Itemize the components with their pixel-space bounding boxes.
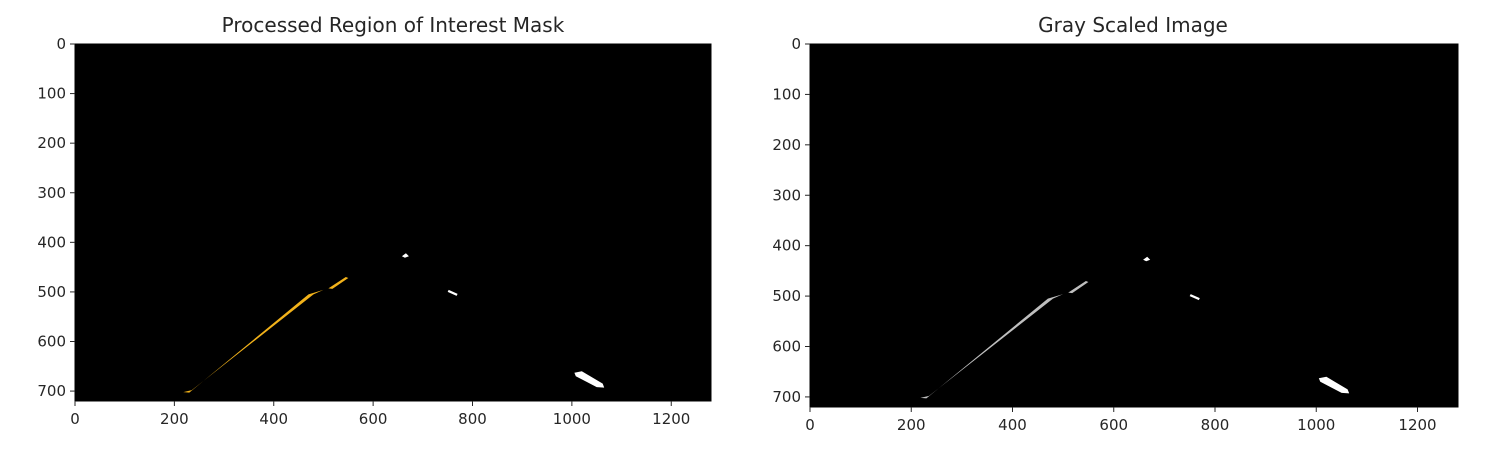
right-lane-dash: [447, 289, 458, 296]
x-tick-label: 1200: [1398, 416, 1436, 434]
image-area: [74, 43, 712, 402]
y-tick-label: 200: [37, 134, 66, 152]
right-lane-top-dash: [1143, 256, 1151, 262]
y-tick-label: 700: [772, 388, 801, 406]
x-axis: 0 200 400 600 800 1000 1200: [70, 401, 690, 428]
lane-marks: [920, 256, 1350, 399]
y-tick-label: 500: [772, 287, 801, 305]
x-tick-label: 1000: [1297, 416, 1335, 434]
left-chart: Processed Region of Interest Mask 0 200 40…: [37, 13, 712, 428]
x-tick-label: 600: [1099, 416, 1128, 434]
y-tick-label: 700: [37, 382, 66, 400]
x-tick-label: 400: [259, 410, 288, 428]
chart-title: Processed Region of Interest Mask: [222, 13, 565, 37]
x-tick-label: 200: [897, 416, 926, 434]
left-lane-line: [183, 289, 324, 393]
x-tick-label: 800: [458, 410, 487, 428]
y-tick-label: 400: [37, 233, 66, 251]
x-tick-label: 1200: [652, 410, 690, 428]
y-tick-label: 300: [37, 184, 66, 202]
right-lane-bottom-dash: [574, 371, 605, 388]
y-tick-label: 0: [56, 35, 66, 53]
left-lane-fragment: [1068, 281, 1089, 294]
image-area: [809, 43, 1459, 408]
chart-title: Gray Scaled Image: [1038, 13, 1228, 37]
x-tick-label: 600: [359, 410, 388, 428]
y-axis: 0 100 200 300 400 500 600 700: [772, 35, 810, 406]
left-lane-fragment: [328, 277, 349, 289]
y-tick-label: 600: [772, 338, 801, 356]
y-tick-label: 500: [37, 283, 66, 301]
y-axis: 0 100 200 300 400 500 600 700: [37, 35, 75, 400]
y-tick-label: 100: [37, 85, 66, 103]
left-lane-line: [920, 294, 1064, 399]
right-lane-top-dash: [401, 253, 409, 258]
y-tick-label: 400: [772, 237, 801, 255]
x-tick-label: 800: [1201, 416, 1230, 434]
right-lane-dash: [1189, 294, 1200, 301]
y-tick-label: 300: [772, 186, 801, 204]
y-tick-label: 0: [791, 35, 801, 53]
y-tick-label: 600: [37, 333, 66, 351]
y-tick-label: 100: [772, 85, 801, 103]
x-tick-label: 200: [160, 410, 189, 428]
y-tick-label: 200: [772, 136, 801, 154]
x-tick-label: 400: [998, 416, 1027, 434]
x-tick-label: 1000: [553, 410, 591, 428]
right-chart: Gray Scaled Image 0 200 400 600 800 1000 1200 …: [772, 13, 1459, 434]
lane-marks: [183, 253, 605, 393]
x-tick-label: 0: [70, 410, 80, 428]
right-lane-bottom-dash: [1318, 376, 1350, 394]
x-tick-label: 0: [805, 416, 815, 434]
x-axis: 0 200 400 600 800 1000 1200: [805, 407, 1437, 434]
